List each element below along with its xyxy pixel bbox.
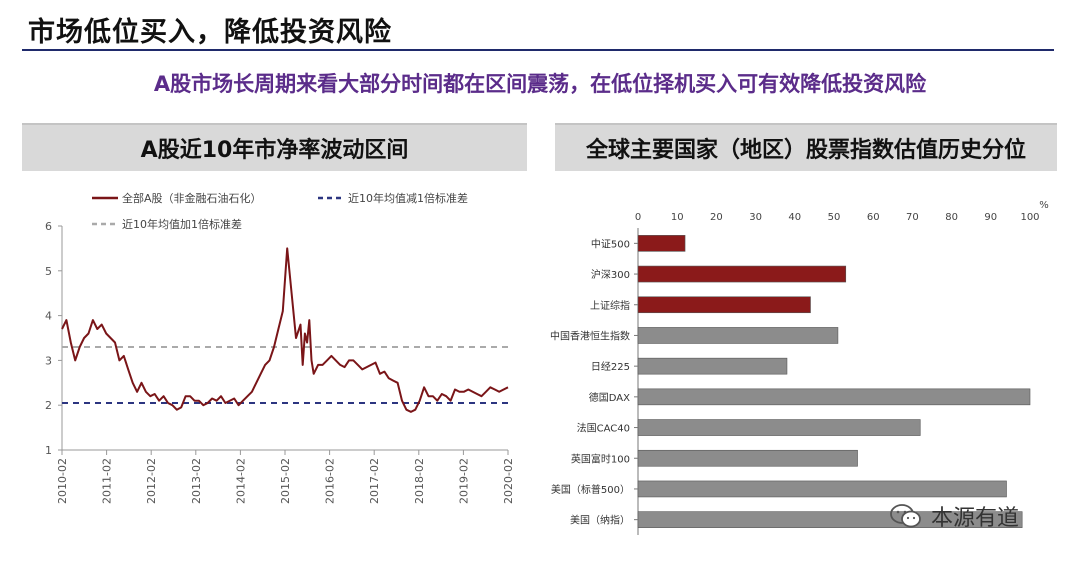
category-label: 美国（标普500） [551,483,630,496]
x-tick-label: 90 [984,212,997,223]
x-tick-label: 2010-02 [56,458,69,504]
watermark-text: 本源有道 [931,506,1020,531]
page-subtitle: A股市场长周期来看大部分时间都在区间震荡，在低位择机买入可有效降低投资风险 [153,72,927,96]
category-label: 法国CAC40 [577,422,630,435]
category-label: 中国香港恒生指数 [550,329,630,342]
category-label: 英国富时100 [571,452,630,465]
category-label: 日经225 [591,360,630,373]
x-tick-label: 40 [788,212,801,223]
x-tick-label: 2013-02 [190,458,203,504]
page-title: 市场低位买入，降低投资风险 [28,17,392,48]
x-tick-label: 80 [945,212,958,223]
bar [637,449,858,467]
category-label: 沪深300 [591,268,630,281]
x-tick-label: 50 [828,212,841,223]
x-tick-label: 30 [749,212,762,223]
x-tick-label: 70 [906,212,919,223]
legend-label-main: 全部A股（非金融石油石化） [122,191,262,205]
x-tick-label: 10 [671,212,684,223]
y-tick-label: 4 [45,310,52,323]
x-tick-label: 2019-02 [457,458,470,504]
x-tick-label: 100 [1020,212,1039,223]
pb-series-line [61,247,509,413]
watermark: 本源有道 [889,500,1019,532]
pb-line-chart: 1 2 3 4 5 6 2010-02 2011-02 2012-02 2013-02 2014-0… [45,191,515,504]
bar [637,388,1031,406]
y-tick-label: 3 [45,354,52,367]
bar [637,265,847,283]
x-tick-label: 2014-02 [234,458,247,504]
x-tick-label: 2011-02 [101,458,114,504]
unit-label: % [1039,200,1049,211]
x-tick-label: 0 [635,212,641,223]
x-tick-label: 2018-02 [413,458,426,504]
bar [637,419,921,436]
category-label: 上证综指 [590,299,630,312]
legend-label-lower: 近10年均值减1倍标准差 [348,191,468,205]
wechat-icon [890,504,921,528]
y-tick-label: 5 [45,265,52,278]
category-label: 德国DAX [589,391,630,404]
title-divider [22,49,1054,51]
x-tick-label: 2015-02 [279,458,292,504]
bar [637,235,686,252]
x-tick-label: 60 [867,212,880,223]
x-tick-label: 2017-02 [368,458,381,504]
x-tick-label: 20 [710,212,723,223]
x-tick-label: 2020-02 [502,458,515,504]
right-chart-title: 全球主要国家（地区）股票指数估值历史分位 [555,123,1057,171]
bar [637,480,1007,498]
category-label: 美国（纳指） [570,514,630,527]
x-tick-label: 2016-02 [324,458,337,504]
legend-label-upper: 近10年均值加1倍标准差 [122,217,242,231]
y-tick-label: 1 [45,444,52,457]
bar [637,357,788,375]
category-label: 中证500 [591,237,630,250]
y-tick-label: 6 [45,220,52,233]
y-tick-label: 2 [45,399,52,412]
bar [637,296,811,314]
x-tick-label: 2012-02 [145,458,158,504]
left-chart-title: A股近10年市净率波动区间 [22,123,527,171]
bar [637,327,839,344]
